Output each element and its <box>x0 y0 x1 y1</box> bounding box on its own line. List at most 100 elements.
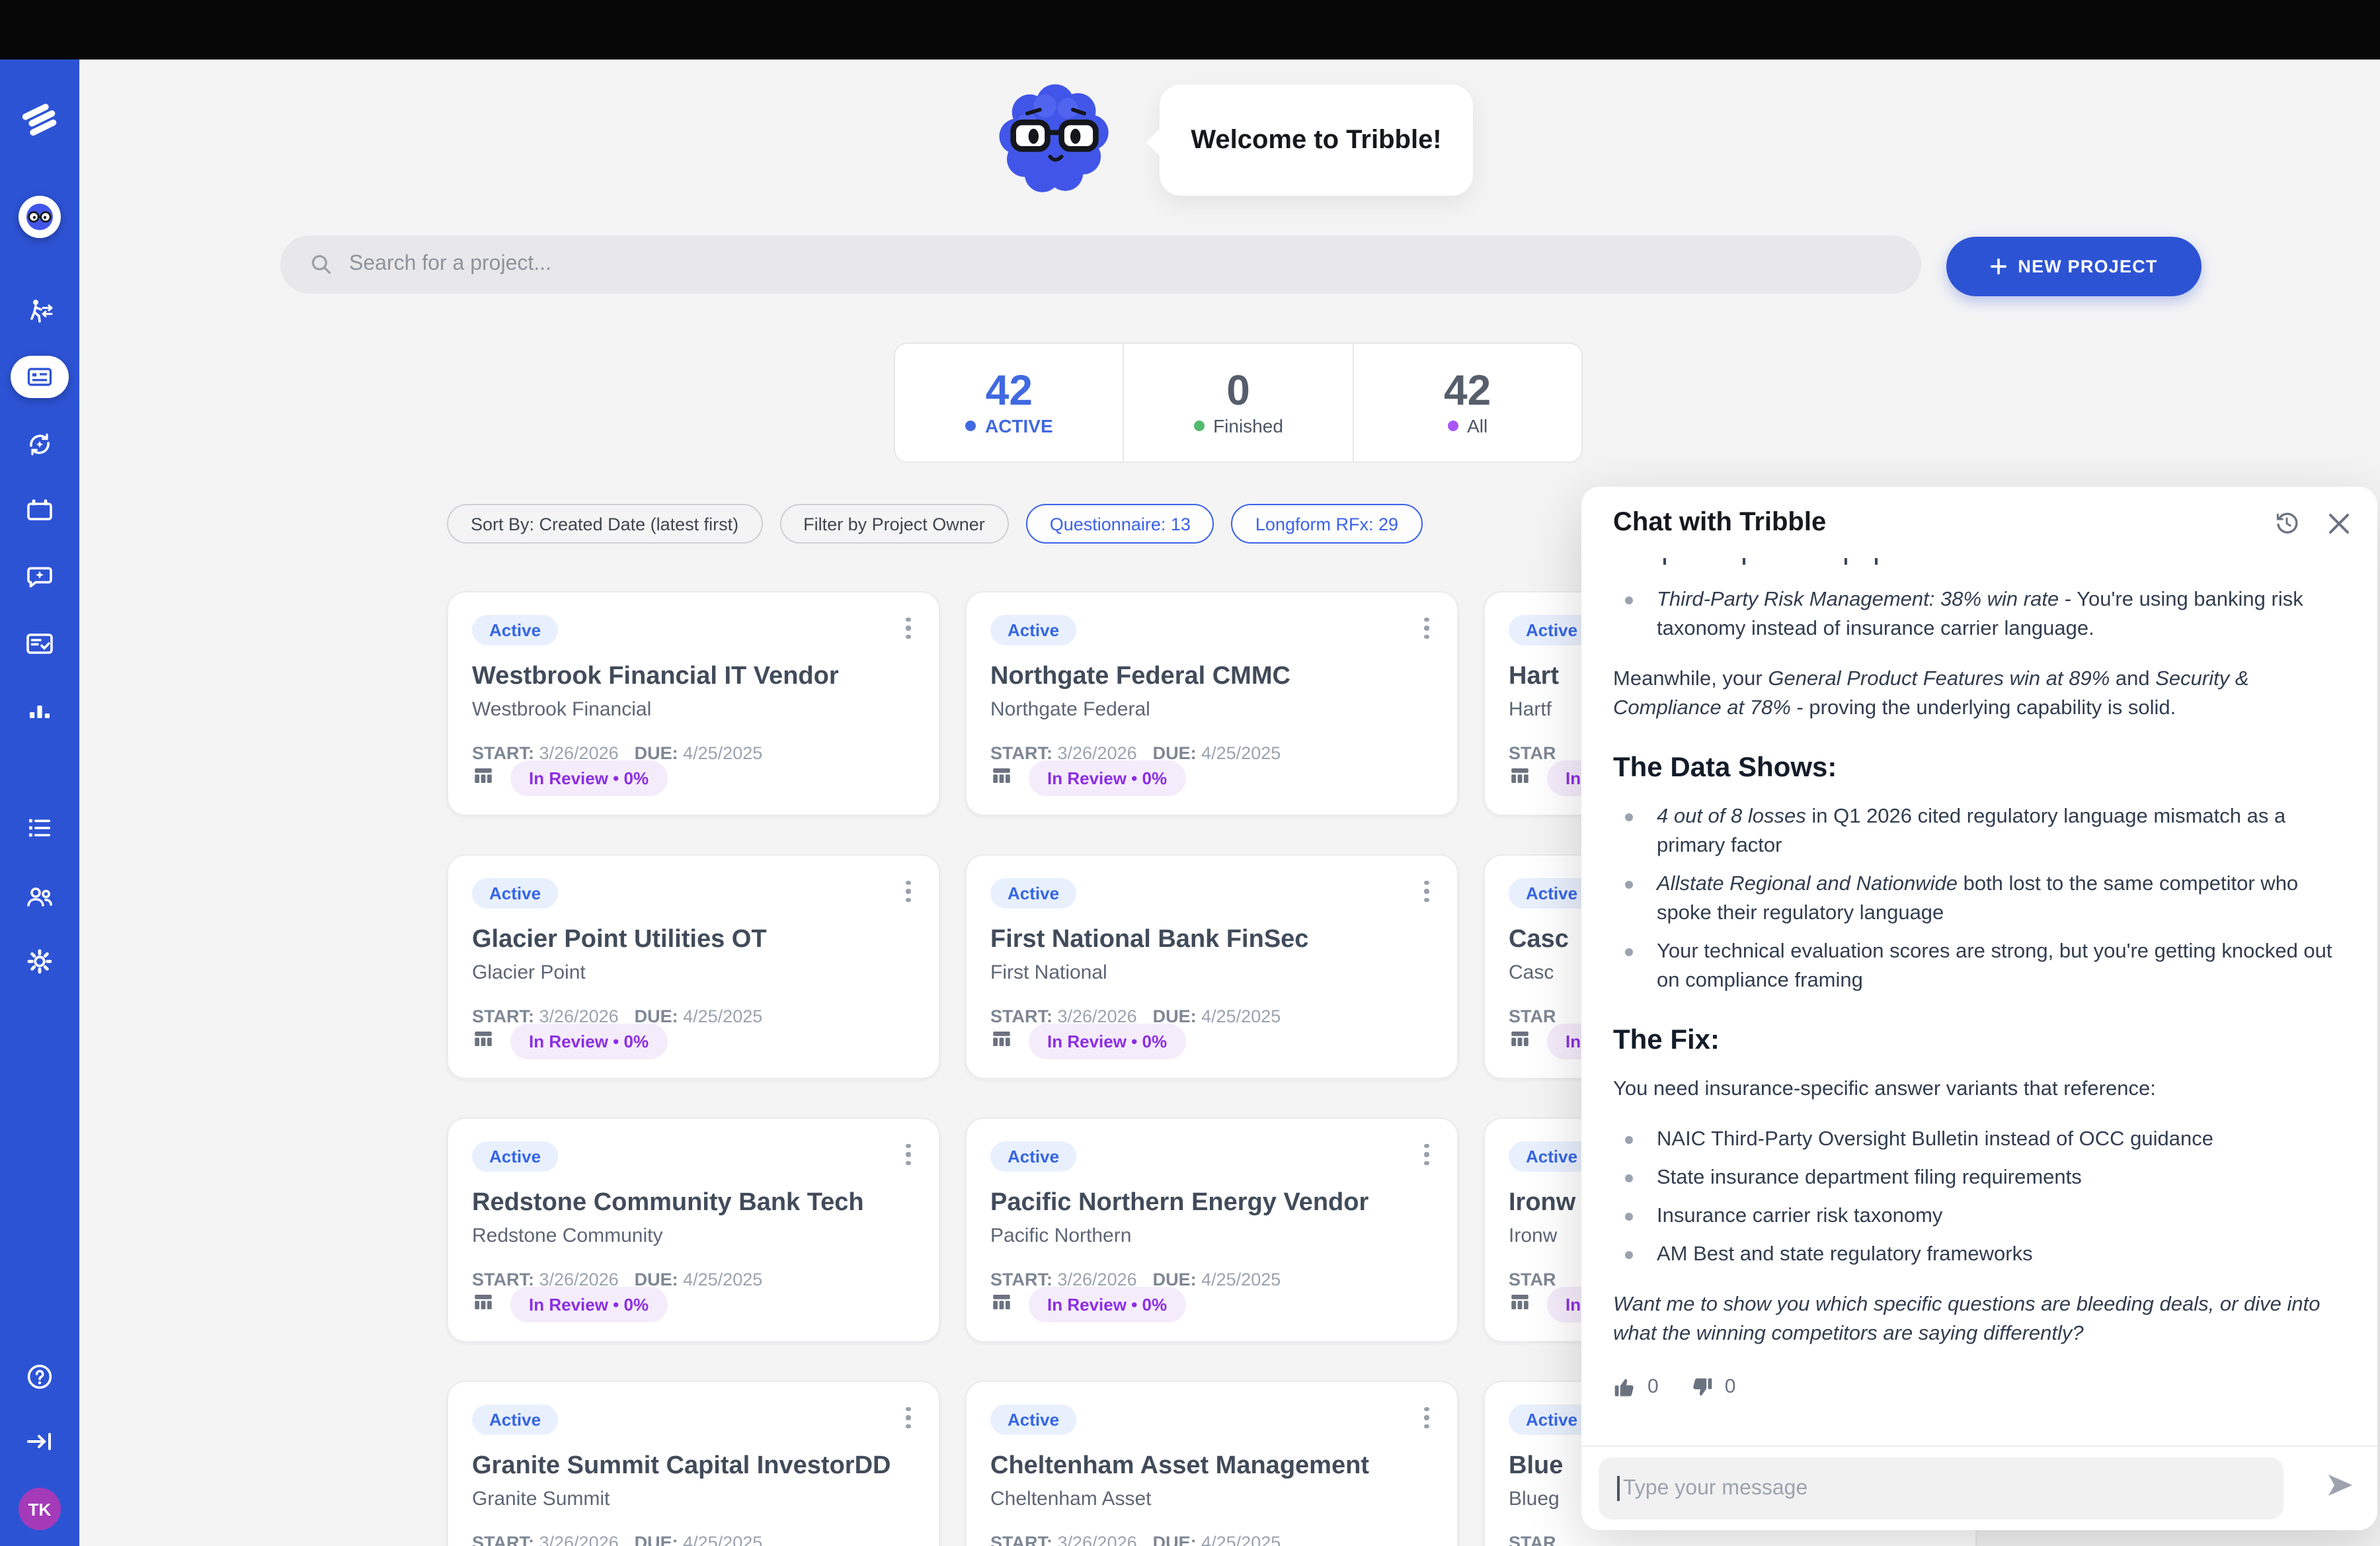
table-icon <box>472 1290 495 1319</box>
chat-sparkle-icon[interactable] <box>22 559 57 594</box>
welcome-bubble: Welcome to Tribble! <box>1160 85 1473 196</box>
project-title: Westbrook Financial IT Vendor <box>472 663 839 690</box>
table-icon <box>1509 764 1531 793</box>
project-client: First National <box>990 961 1107 984</box>
chat-message-input[interactable]: Type your message <box>1599 1457 2283 1520</box>
status-badge: Active <box>472 1141 559 1172</box>
status-badge: Active <box>990 1141 1077 1172</box>
review-list-icon[interactable] <box>22 627 57 661</box>
card-menu-button[interactable] <box>1415 877 1439 906</box>
settings-gear-icon[interactable] <box>22 944 57 979</box>
new-project-label: NEW PROJECT <box>2018 257 2158 276</box>
status-badge: Active <box>990 1404 1077 1435</box>
chat-panel-title: Chat with Tribble <box>1613 508 1827 537</box>
chat-paragraph: Meanwhile, your General Product Features… <box>1613 668 2249 719</box>
project-card[interactable]: Active Westbrook Financial IT Vendor Westb… <box>447 591 940 816</box>
stat-label: All <box>1447 415 1488 436</box>
chat-bullet-list: NAIC Third-Party Oversight Bulletin inst… <box>1613 1125 2343 1270</box>
stat-segment-active[interactable]: 42 ACTIVE <box>895 344 1123 462</box>
project-card[interactable]: Active Redstone Community Bank Tech Redsto… <box>447 1118 940 1342</box>
project-client: Cheltenham Asset <box>990 1488 1152 1510</box>
user-avatar-initials: TK <box>28 1499 52 1519</box>
project-card[interactable]: Active Glacier Point Utilities OT Glacier … <box>447 854 940 1079</box>
project-title: Hart <box>1509 663 1560 690</box>
thumbs-down-button[interactable]: 0 <box>1690 1373 1735 1402</box>
main-content: Welcome to Tribble! Search for a project… <box>79 60 2380 1546</box>
status-badge: Active <box>1509 615 1595 645</box>
card-menu-button[interactable] <box>896 1140 920 1169</box>
table-icon <box>472 1027 495 1056</box>
send-message-icon[interactable] <box>2326 1472 2355 1498</box>
filter-chip[interactable]: Longform RFx: 29 <box>1231 504 1422 544</box>
in-review-pill: In Review • 0% <box>1029 1024 1186 1059</box>
project-dates: STAR <box>1509 743 1556 763</box>
thumbs-up-button[interactable]: 0 <box>1613 1373 1659 1402</box>
clipped-previous-line <box>1613 558 2343 570</box>
queue-rows-icon[interactable] <box>22 811 57 845</box>
project-dates: START: 3/26/2026 DUE: 4/25/2025 <box>472 1006 763 1026</box>
table-icon <box>1509 1027 1531 1056</box>
user-avatar[interactable]: TK <box>19 1488 61 1530</box>
in-review-pill: In Review • 0% <box>1029 760 1186 796</box>
card-menu-button[interactable] <box>896 614 920 643</box>
project-title: Northgate Federal CMMC <box>990 663 1290 690</box>
stat-dot <box>965 421 976 431</box>
project-dates: START: 3/26/2026 DUE: 4/25/2025 <box>990 1006 1281 1026</box>
sync-icon[interactable] <box>22 427 57 462</box>
handoff-icon[interactable] <box>22 295 57 329</box>
chat-bullet-item: NAIC Third-Party Oversight Bulletin inst… <box>1613 1125 2343 1155</box>
card-menu-button[interactable] <box>896 877 920 906</box>
card-menu-button[interactable] <box>1415 1140 1439 1169</box>
analytics-icon[interactable] <box>22 694 57 729</box>
chat-bullet-item: Insurance carrier risk taxonomy <box>1613 1202 2343 1231</box>
project-status-row: In Review • 0% <box>990 1287 1186 1322</box>
chat-heading: The Data Shows: <box>1613 753 1837 783</box>
project-title: Pacific Northern Energy Vendor <box>990 1189 1369 1217</box>
chat-heading: The Fix: <box>1613 1025 1720 1055</box>
chat-close-icon[interactable] <box>2327 511 2351 535</box>
status-badge: Active <box>1509 878 1595 909</box>
archive-box-icon[interactable] <box>22 493 57 528</box>
sidebar-item-projects-active[interactable] <box>11 356 69 398</box>
project-card[interactable]: Active Northgate Federal CMMC Northgate Fe… <box>965 591 1458 816</box>
chat-bullet-item: 4 out of 8 losses in Q1 2026 cited regul… <box>1613 803 2343 861</box>
project-status-row: In Review • 0% <box>472 1287 668 1322</box>
filter-chip[interactable]: Questionnaire: 13 <box>1025 504 1214 544</box>
project-search-input[interactable]: Search for a project... <box>280 235 1921 294</box>
project-dates: START: 3/26/2026 DUE: 4/25/2025 <box>990 1270 1281 1289</box>
project-title: First National Bank FinSec <box>990 926 1309 954</box>
filter-chip[interactable]: Filter by Project Owner <box>779 504 1009 544</box>
filter-chip[interactable]: Sort By: Created Date (latest first) <box>447 504 763 544</box>
stat-segment-all[interactable]: 42 All <box>1352 344 1581 462</box>
chat-panel: Chat with Tribble Third-Party Risk Manag… <box>1581 487 2377 1530</box>
new-project-button[interactable]: NEW PROJECT <box>1946 237 2202 296</box>
stat-value: 42 <box>985 366 1033 414</box>
project-client: Northgate Federal <box>990 698 1150 721</box>
card-menu-button[interactable] <box>896 1403 920 1432</box>
stat-segment-finished[interactable]: 0 Finished <box>1123 344 1353 462</box>
project-card[interactable]: Active Pacific Northern Energy Vendor Paci… <box>965 1118 1458 1342</box>
mascot-avatar-icon[interactable] <box>19 196 61 238</box>
project-card[interactable]: Active Granite Summit Capital InvestorDD G… <box>447 1381 940 1546</box>
chat-bullet-item: Allstate Regional and Nationwide both lo… <box>1613 870 2343 928</box>
tribble-logo-icon <box>22 103 57 138</box>
project-title: Redstone Community Bank Tech <box>472 1189 864 1217</box>
chat-paragraph: You need insurance-specific answer varia… <box>1613 1078 2156 1100</box>
card-menu-button[interactable] <box>1415 1403 1439 1432</box>
stat-label: Finished <box>1193 415 1283 436</box>
status-badge: Active <box>472 878 559 909</box>
chat-bullet-item: Your technical evaluation scores are str… <box>1613 938 2343 996</box>
card-menu-button[interactable] <box>1415 614 1439 643</box>
project-client: Hartf <box>1509 698 1552 721</box>
collapse-sidebar-icon[interactable] <box>22 1424 57 1459</box>
team-icon[interactable] <box>22 879 57 914</box>
chat-history-icon[interactable] <box>2273 509 2301 537</box>
in-review-pill: In Review • 0% <box>1029 1287 1186 1322</box>
project-card[interactable]: Active First National Bank FinSec First Na… <box>965 854 1458 1079</box>
project-title: Blue <box>1509 1452 1564 1480</box>
plus-icon <box>1990 258 2007 275</box>
project-card[interactable]: Active Cheltenham Asset Management Chelten… <box>965 1381 1458 1546</box>
help-icon[interactable] <box>22 1360 57 1394</box>
browser-topbar <box>0 0 2380 60</box>
